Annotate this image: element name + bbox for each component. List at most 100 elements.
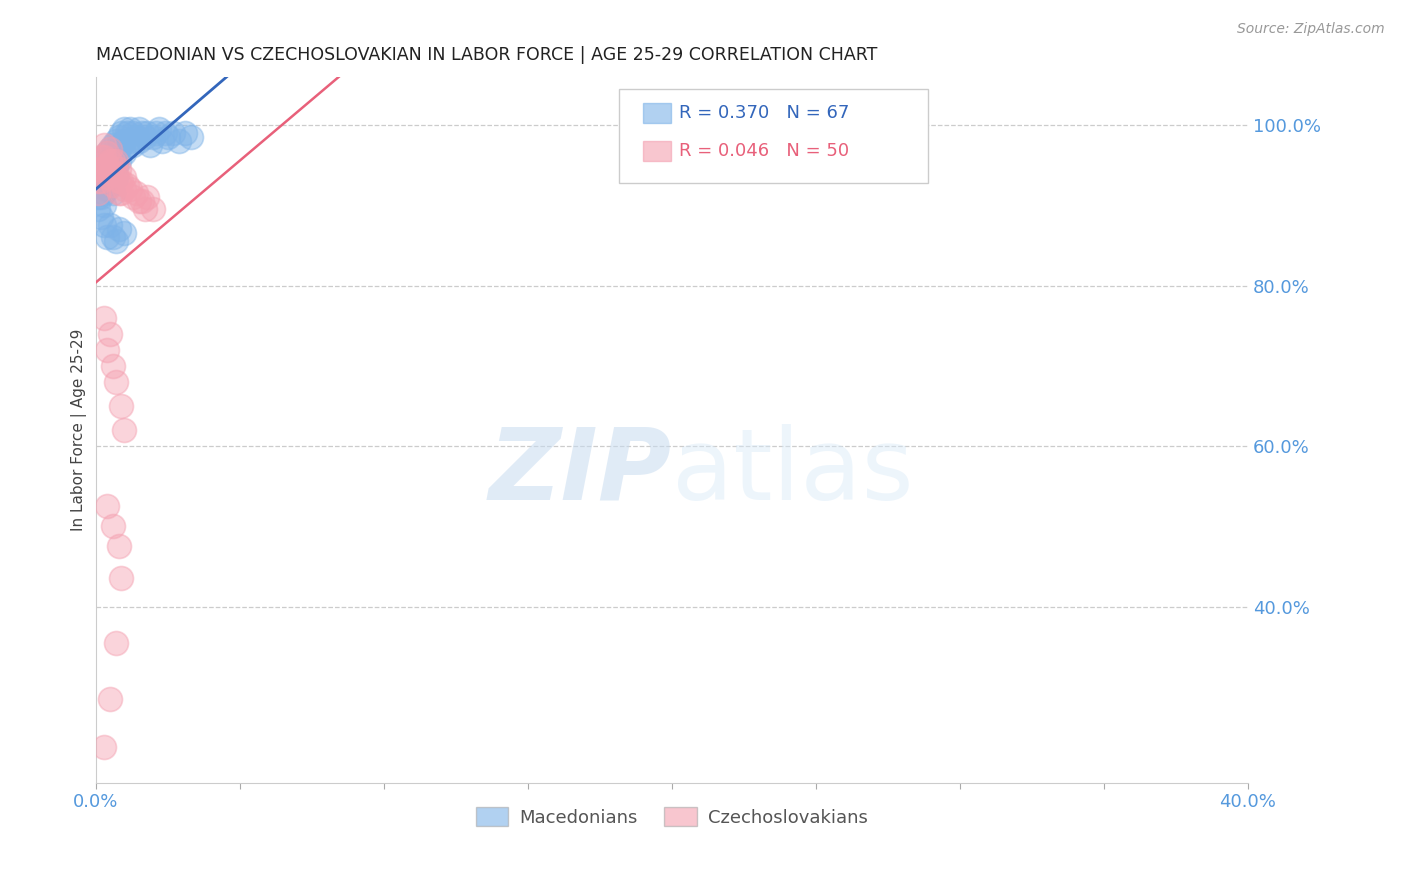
Point	[173, 126, 195, 140]
Point	[90, 178, 112, 193]
Point	[96, 146, 118, 161]
Point	[110, 174, 132, 188]
Point	[131, 194, 153, 209]
Y-axis label: In Labor Force | Age 25-29: In Labor Force | Age 25-29	[72, 329, 87, 531]
Point	[122, 126, 145, 140]
Point	[110, 138, 132, 153]
Point	[180, 130, 202, 145]
Point	[150, 134, 173, 148]
Text: R = 0.046   N = 50: R = 0.046 N = 50	[679, 142, 849, 160]
Point	[112, 170, 135, 185]
Point	[122, 190, 145, 204]
Point	[93, 198, 115, 212]
Point	[90, 166, 112, 180]
Point	[93, 162, 115, 177]
Point	[131, 126, 153, 140]
Point	[93, 150, 115, 164]
Point	[128, 134, 150, 148]
Point	[107, 222, 129, 236]
Point	[145, 126, 167, 140]
Point	[87, 186, 110, 201]
Point	[87, 202, 110, 217]
Point	[128, 122, 150, 136]
Point	[139, 138, 162, 153]
Point	[98, 219, 121, 233]
Point	[96, 158, 118, 172]
Point	[107, 174, 129, 188]
Point	[101, 519, 124, 533]
Point	[107, 539, 129, 553]
Point	[87, 174, 110, 188]
Point	[110, 399, 132, 413]
Point	[117, 178, 139, 193]
Point	[87, 162, 110, 177]
Point	[107, 130, 129, 145]
Point	[96, 230, 118, 244]
Point	[112, 182, 135, 196]
Point	[142, 130, 165, 145]
Text: ZIP: ZIP	[489, 424, 672, 521]
Point	[101, 162, 124, 177]
Point	[101, 150, 124, 164]
Point	[101, 186, 124, 201]
Point	[93, 162, 115, 177]
Point	[104, 154, 127, 169]
Point	[134, 130, 156, 145]
Point	[104, 375, 127, 389]
Point	[167, 134, 190, 148]
Point	[96, 343, 118, 357]
Point	[93, 138, 115, 153]
Point	[93, 310, 115, 325]
Point	[98, 691, 121, 706]
Point	[98, 166, 121, 180]
Point	[96, 170, 118, 185]
Point	[96, 158, 118, 172]
Point	[153, 126, 176, 140]
Point	[98, 178, 121, 193]
Point	[93, 739, 115, 754]
Point	[112, 134, 135, 148]
Point	[142, 202, 165, 217]
Point	[136, 126, 159, 140]
Point	[162, 126, 184, 140]
Point	[104, 146, 127, 161]
Point	[136, 190, 159, 204]
Point	[120, 122, 142, 136]
Point	[90, 174, 112, 188]
Point	[101, 230, 124, 244]
Point	[101, 174, 124, 188]
Point	[104, 235, 127, 249]
Point	[98, 142, 121, 156]
Point	[110, 186, 132, 201]
Point	[120, 182, 142, 196]
Point	[90, 190, 112, 204]
Point	[101, 166, 124, 180]
Point	[87, 174, 110, 188]
Text: MACEDONIAN VS CZECHOSLOVAKIAN IN LABOR FORCE | AGE 25-29 CORRELATION CHART: MACEDONIAN VS CZECHOSLOVAKIAN IN LABOR F…	[96, 46, 877, 64]
Point	[125, 130, 148, 145]
Point	[104, 158, 127, 172]
Point	[110, 571, 132, 585]
Point	[98, 166, 121, 180]
Point	[117, 126, 139, 140]
Point	[93, 186, 115, 201]
Point	[107, 154, 129, 169]
Point	[112, 423, 135, 437]
Point	[112, 146, 135, 161]
Text: atlas: atlas	[672, 424, 914, 521]
Point	[98, 142, 121, 156]
Point	[134, 202, 156, 217]
Point	[104, 166, 127, 180]
Point	[120, 134, 142, 148]
Point	[107, 186, 129, 201]
Point	[96, 146, 118, 161]
Point	[101, 154, 124, 169]
Point	[148, 122, 170, 136]
Point	[98, 154, 121, 169]
Point	[90, 162, 112, 177]
Point	[101, 359, 124, 373]
Point	[90, 211, 112, 225]
Point	[122, 138, 145, 153]
Point	[98, 326, 121, 341]
Text: R = 0.370   N = 67: R = 0.370 N = 67	[679, 104, 849, 122]
